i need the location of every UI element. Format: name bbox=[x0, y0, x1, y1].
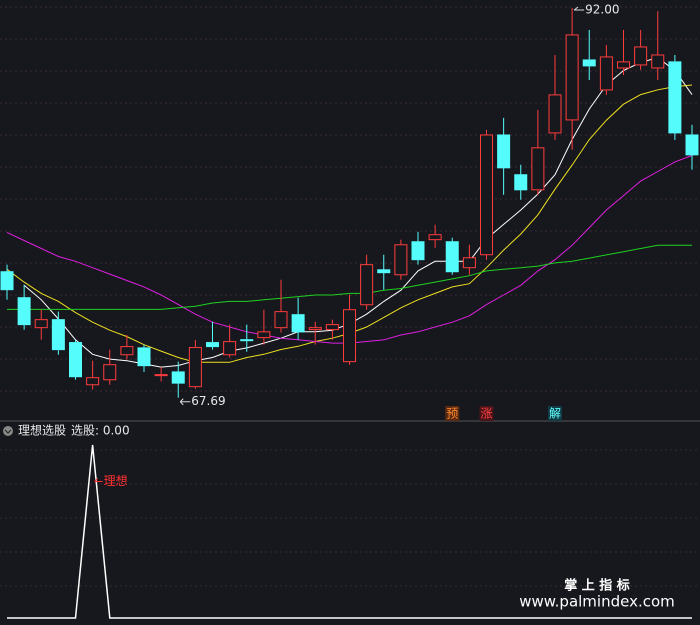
candle-body bbox=[685, 134, 699, 156]
candle-body bbox=[343, 309, 356, 363]
moving-average-line bbox=[7, 244, 692, 310]
candle-body bbox=[325, 324, 339, 331]
candle-body bbox=[634, 46, 648, 66]
candle-body bbox=[668, 61, 682, 134]
candle-body bbox=[188, 347, 202, 388]
candle-body bbox=[462, 257, 476, 269]
candle-body bbox=[34, 319, 48, 329]
signal-label: 解 bbox=[549, 407, 561, 421]
collapse-icon[interactable] bbox=[3, 426, 13, 436]
candle-body bbox=[377, 269, 391, 274]
candle-body bbox=[548, 94, 562, 134]
signal-label: 涨 bbox=[480, 406, 492, 421]
candle-body bbox=[565, 34, 579, 121]
candle-body bbox=[394, 244, 408, 276]
candle-body bbox=[223, 341, 237, 356]
extreme-label: 67.69 bbox=[191, 394, 225, 408]
indicator-line bbox=[7, 444, 692, 619]
candle-body bbox=[69, 342, 82, 378]
indicator-annotation: 理想 bbox=[104, 473, 128, 488]
candle-body bbox=[51, 319, 65, 351]
candle-body bbox=[651, 54, 665, 69]
candle-body bbox=[531, 147, 545, 191]
moving-average-line bbox=[23, 57, 693, 368]
candle-body bbox=[154, 374, 168, 377]
candle-body bbox=[274, 311, 288, 329]
extreme-label: 92.00 bbox=[585, 3, 619, 17]
candle-body bbox=[308, 327, 322, 331]
candle-body bbox=[411, 241, 425, 261]
annotation-arrow bbox=[179, 398, 191, 406]
candle-body bbox=[582, 59, 596, 67]
signal-label: 预 bbox=[446, 407, 458, 421]
annotation-arrow bbox=[573, 6, 585, 11]
signal-box bbox=[479, 406, 494, 421]
candle-body bbox=[445, 241, 459, 273]
candle-body bbox=[599, 56, 613, 91]
candle-body bbox=[497, 134, 511, 169]
watermark-url: www.palmindex.com bbox=[519, 593, 675, 611]
candle-body bbox=[291, 314, 305, 333]
candle-body bbox=[0, 271, 14, 291]
candle-body bbox=[514, 174, 528, 191]
candle-body bbox=[17, 297, 31, 326]
signal-box bbox=[548, 406, 562, 421]
candle-body bbox=[617, 61, 630, 69]
candle-body bbox=[480, 134, 493, 256]
candle-body bbox=[240, 339, 254, 342]
signal-box bbox=[445, 406, 460, 421]
candle-body bbox=[171, 371, 185, 384]
indicator-title: 理想选股 bbox=[18, 423, 66, 438]
candle-body bbox=[257, 331, 271, 339]
collapse-chevron bbox=[4, 429, 12, 434]
indicator-status: 选股: 0.00 bbox=[71, 424, 130, 438]
candle-body bbox=[103, 364, 117, 381]
candle-body bbox=[206, 342, 219, 348]
candle-body bbox=[137, 347, 151, 367]
candle-body bbox=[428, 234, 442, 241]
candle-body bbox=[86, 377, 100, 386]
candle-body bbox=[360, 264, 374, 306]
watermark-title: 掌 上 指 标 bbox=[564, 578, 630, 594]
annotation-arrow bbox=[94, 478, 103, 482]
candle-body bbox=[120, 346, 134, 356]
